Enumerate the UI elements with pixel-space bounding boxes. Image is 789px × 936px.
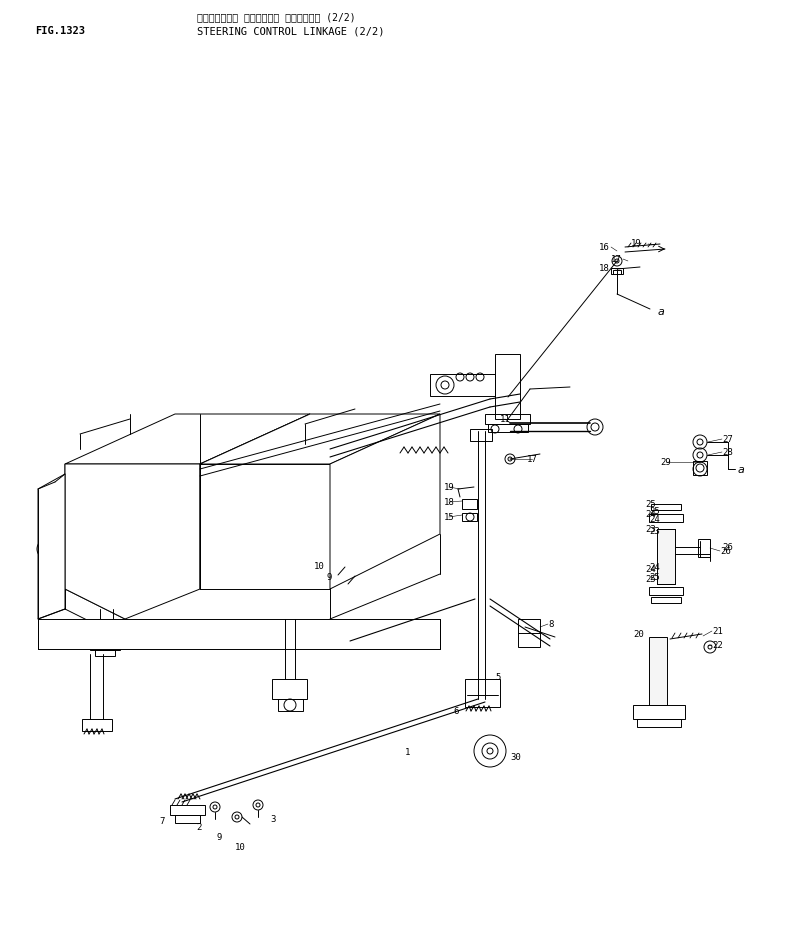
Bar [698, 539, 710, 558]
Text: FIG.1323: FIG.1323 [35, 26, 85, 36]
Bar [485, 415, 530, 425]
Text: 11: 11 [499, 415, 510, 424]
Text: 7: 7 [159, 816, 165, 826]
Bar [613, 271, 621, 274]
Text: 23: 23 [649, 527, 660, 536]
Bar [82, 719, 112, 731]
Text: 26: 26 [720, 547, 731, 556]
Bar [518, 620, 540, 648]
Text: 30: 30 [510, 753, 521, 762]
Text: 24: 24 [645, 565, 656, 574]
Text: 10: 10 [235, 842, 245, 852]
Bar [495, 355, 520, 419]
Text: 16: 16 [600, 243, 610, 252]
Text: a: a [658, 307, 665, 316]
Bar [465, 680, 500, 708]
Text: 29: 29 [660, 458, 671, 467]
Bar [488, 425, 528, 432]
Text: STEERING CONTROL LINKAGE (2/2): STEERING CONTROL LINKAGE (2/2) [197, 26, 384, 36]
Bar [649, 637, 667, 705]
Bar [462, 500, 477, 509]
Text: 25: 25 [645, 500, 656, 509]
Bar [175, 815, 200, 823]
Bar [651, 505, 681, 510]
Text: 17: 17 [611, 256, 622, 264]
Text: 27: 27 [722, 435, 733, 444]
Bar [95, 651, 115, 656]
Text: 21: 21 [712, 627, 723, 636]
Text: 5: 5 [495, 673, 500, 681]
Text: 24: 24 [645, 510, 656, 519]
Text: 26: 26 [722, 543, 733, 552]
Bar [272, 680, 307, 699]
Text: 1: 1 [405, 748, 410, 756]
Text: 25: 25 [649, 573, 660, 582]
Text: 24: 24 [649, 563, 660, 572]
Bar [633, 705, 685, 719]
Polygon shape [200, 464, 330, 590]
Bar [637, 719, 681, 727]
Text: 18: 18 [600, 264, 610, 273]
Polygon shape [65, 415, 310, 464]
Bar [611, 269, 623, 274]
Text: 9: 9 [327, 573, 332, 582]
Bar [649, 515, 683, 522]
Text: 8: 8 [548, 620, 553, 629]
Text: a: a [738, 464, 745, 475]
Text: 9: 9 [217, 833, 222, 841]
Bar [170, 805, 205, 815]
Text: 17: 17 [526, 455, 537, 464]
Text: 19: 19 [443, 483, 454, 492]
Text: 18: 18 [443, 498, 454, 507]
Bar [90, 642, 120, 651]
Bar [651, 597, 681, 604]
Bar [430, 374, 495, 397]
Bar [470, 430, 492, 442]
Text: 10: 10 [314, 562, 325, 571]
Polygon shape [38, 475, 65, 620]
Text: 25: 25 [649, 506, 660, 515]
Polygon shape [65, 464, 125, 620]
Polygon shape [38, 620, 440, 650]
Text: 24: 24 [649, 515, 660, 524]
Text: 15: 15 [443, 513, 454, 522]
Bar [462, 514, 477, 521]
Polygon shape [200, 415, 310, 590]
Bar [657, 530, 675, 584]
Bar [649, 588, 683, 595]
Polygon shape [200, 415, 440, 464]
Text: 25: 25 [645, 575, 656, 584]
Text: 2: 2 [196, 823, 202, 831]
Text: 20: 20 [634, 630, 644, 638]
Polygon shape [330, 415, 440, 590]
Text: 6: 6 [454, 707, 459, 716]
Bar [693, 461, 707, 475]
Text: 19: 19 [631, 240, 642, 248]
Polygon shape [65, 464, 200, 620]
Text: ステアリング゚ コントロール リンケージ゚ (2/2): ステアリング゚ コントロール リンケージ゚ (2/2) [197, 12, 356, 22]
Text: 28: 28 [722, 448, 733, 457]
Text: 3: 3 [270, 814, 275, 824]
Text: 23: 23 [645, 525, 656, 534]
Text: 22: 22 [712, 641, 723, 650]
Bar [278, 699, 303, 711]
